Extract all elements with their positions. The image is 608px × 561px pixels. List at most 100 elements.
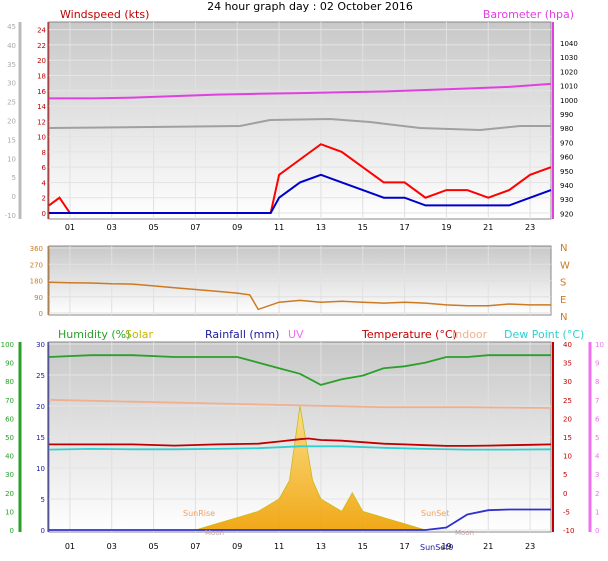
climate-x-tick-label: 11 (274, 542, 284, 551)
direction-compass-label: N (560, 312, 567, 323)
wind-outer-y-tick-label: -10 (5, 212, 16, 220)
humidity-y-tick-label: 40 (5, 453, 14, 461)
barometer-tick-label: 940 (560, 182, 573, 190)
rainfall-y-tick-label: 30 (36, 341, 45, 349)
legend-item: Indoor (452, 328, 488, 341)
wind-outer-y-tick-label: 15 (7, 136, 16, 144)
annotation-moon-set: Moon (455, 529, 474, 537)
uv-y-tick-label: 5 (595, 434, 599, 442)
direction-compass-label: W (560, 260, 570, 271)
wind-inner-y-tick-label: 6 (42, 164, 47, 172)
barometer-tick-label: 1010 (560, 83, 578, 91)
series-temperature (49, 437, 552, 447)
humidity-y-tick-label: 100 (1, 341, 14, 349)
wind-outer-y-tick-label: 25 (7, 99, 16, 107)
chart-title: 24 hour graph day : 02 October 2016 (207, 0, 413, 13)
barometer-tick-label: 950 (560, 168, 573, 176)
barometer-tick-label: 1000 (560, 97, 578, 105)
direction-compass-label: E (560, 295, 566, 306)
wind-x-tick-label: 01 (65, 223, 75, 232)
climate-x-tick-label: 13 (316, 542, 326, 551)
legend-item: Solar (125, 328, 154, 341)
wind-x-tick-label: 21 (483, 223, 493, 232)
series-indoor (48, 398, 552, 409)
barometer-tick-label: 990 (560, 111, 573, 119)
temperature-y-tick-label: 20 (563, 415, 572, 423)
legend-item: Humidity (%) (58, 328, 130, 341)
uv-y-tick-label: 2 (595, 490, 599, 498)
wind-panel-series (48, 82, 552, 214)
wind-inner-y-tick-label: 20 (37, 57, 46, 65)
climate-x-tick-label: 09 (232, 542, 242, 551)
annotation-sunrise: SunRise (183, 509, 215, 518)
legend-item: UV (288, 328, 304, 341)
climate-panel-axes: 0510152025300102030405060708090100-10-50… (1, 341, 604, 552)
legend-item: Rainfall (mm) (205, 328, 279, 341)
wind-panel-axes: 01 03 05 07 09 11 13 15 17 19 21 230246810121416182… (5, 22, 578, 232)
wind-outer-y-tick-label: 45 (7, 23, 16, 31)
direction-panel-grid (49, 246, 551, 315)
temperature-y-tick-label: 35 (563, 360, 572, 368)
wind-outer-y-tick-label: 0 (12, 193, 16, 201)
humidity-y-tick-label: 70 (5, 397, 14, 405)
direction-y-tick-label: 90 (34, 294, 43, 302)
wind-outer-y-tick-label: 10 (7, 155, 16, 163)
wind-inner-y-tick-label: 0 (42, 210, 46, 218)
humidity-y-tick-label: 0 (10, 527, 14, 535)
direction-panel-series (48, 281, 551, 311)
wind-outer-y-tick-label: 30 (7, 80, 16, 88)
temperature-y-tick-label: 40 (563, 341, 572, 349)
wind-outer-y-tick-label: 5 (12, 174, 16, 182)
annotation-moon-rise: Moon (205, 529, 224, 537)
temperature-y-tick-label: 30 (563, 378, 572, 386)
wind-x-tick-label: 07 (190, 223, 200, 232)
wind-inner-y-tick-label: 16 (37, 88, 46, 96)
uv-y-tick-label: 9 (595, 360, 599, 368)
barometer-tick-label: 1030 (560, 54, 578, 62)
temperature-y-tick-label: -5 (563, 508, 570, 516)
uv-y-tick-label: 8 (595, 378, 599, 386)
series-dew-point (48, 445, 552, 451)
climate-legend: Humidity (%)Solar Rainfall (mm) UV Temperat… (58, 328, 584, 341)
uv-y-tick-label: 4 (595, 453, 600, 461)
series-humidity (48, 354, 551, 386)
wind-inner-y-tick-label: 8 (42, 149, 46, 157)
wind-inner-y-tick-label: 14 (37, 103, 46, 111)
wind-x-tick-label: 09 (232, 223, 242, 232)
rainfall-y-tick-label: 10 (36, 465, 45, 473)
humidity-y-tick-label: 90 (5, 360, 14, 368)
humidity-y-tick-label: 10 (5, 508, 14, 516)
wind-outer-y-tick-label: 40 (7, 42, 16, 50)
uv-y-tick-label: 3 (595, 471, 599, 479)
climate-x-tick-label: 17 (399, 542, 409, 551)
climate-x-tick-label: 15 (358, 542, 368, 551)
wind-x-tick-label: 05 (148, 223, 158, 232)
rainfall-y-tick-label: 0 (41, 527, 45, 535)
annotation-sunset-tick: SunSet9 (420, 543, 453, 552)
rainfall-y-tick-label: 5 (41, 496, 45, 504)
humidity-y-tick-label: 20 (5, 490, 14, 498)
rainfall-y-tick-label: 25 (36, 372, 45, 380)
wind-x-tick-label: 11 (274, 223, 284, 232)
series-wind-direction (48, 281, 551, 311)
barometer-tick-label: 980 (560, 125, 573, 133)
direction-y-tick-label: 180 (30, 278, 43, 286)
barometer-label: Barometer (hpa) (483, 8, 574, 21)
barometer-tick-label: 1040 (560, 40, 578, 48)
uv-y-tick-label: 1 (595, 508, 599, 516)
temperature-y-tick-label: 15 (563, 434, 572, 442)
wind-inner-y-tick-label: 24 (37, 27, 46, 35)
climate-panel-series (48, 354, 552, 531)
rainfall-y-tick-label: 15 (36, 434, 45, 442)
wind-outer-y-tick-label: 35 (7, 61, 16, 69)
rainfall-y-tick-label: 20 (36, 403, 45, 411)
temperature-y-tick-label: 10 (563, 453, 572, 461)
barometer-tick-label: 920 (560, 210, 573, 218)
uv-y-tick-label: 7 (595, 397, 599, 405)
climate-x-tick-label: 21 (483, 542, 493, 551)
temperature-y-tick-label: -10 (563, 527, 574, 535)
annotation-sunset: SunSet (421, 509, 449, 518)
wind-x-tick-label: 15 (358, 223, 368, 232)
